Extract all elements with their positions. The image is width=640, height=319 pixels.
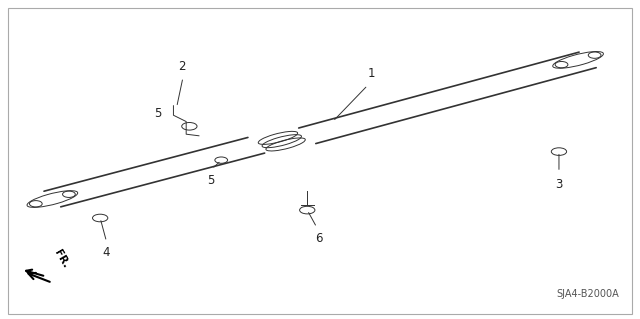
Text: SJA4-B2000A: SJA4-B2000A xyxy=(557,289,620,299)
Text: 3: 3 xyxy=(556,178,563,191)
Text: 2: 2 xyxy=(178,60,186,72)
Text: 4: 4 xyxy=(103,247,110,259)
Text: 6: 6 xyxy=(315,232,323,245)
Text: 5: 5 xyxy=(207,174,214,187)
Text: FR.: FR. xyxy=(52,249,70,270)
Text: 5: 5 xyxy=(154,107,161,120)
Text: 1: 1 xyxy=(367,67,375,80)
